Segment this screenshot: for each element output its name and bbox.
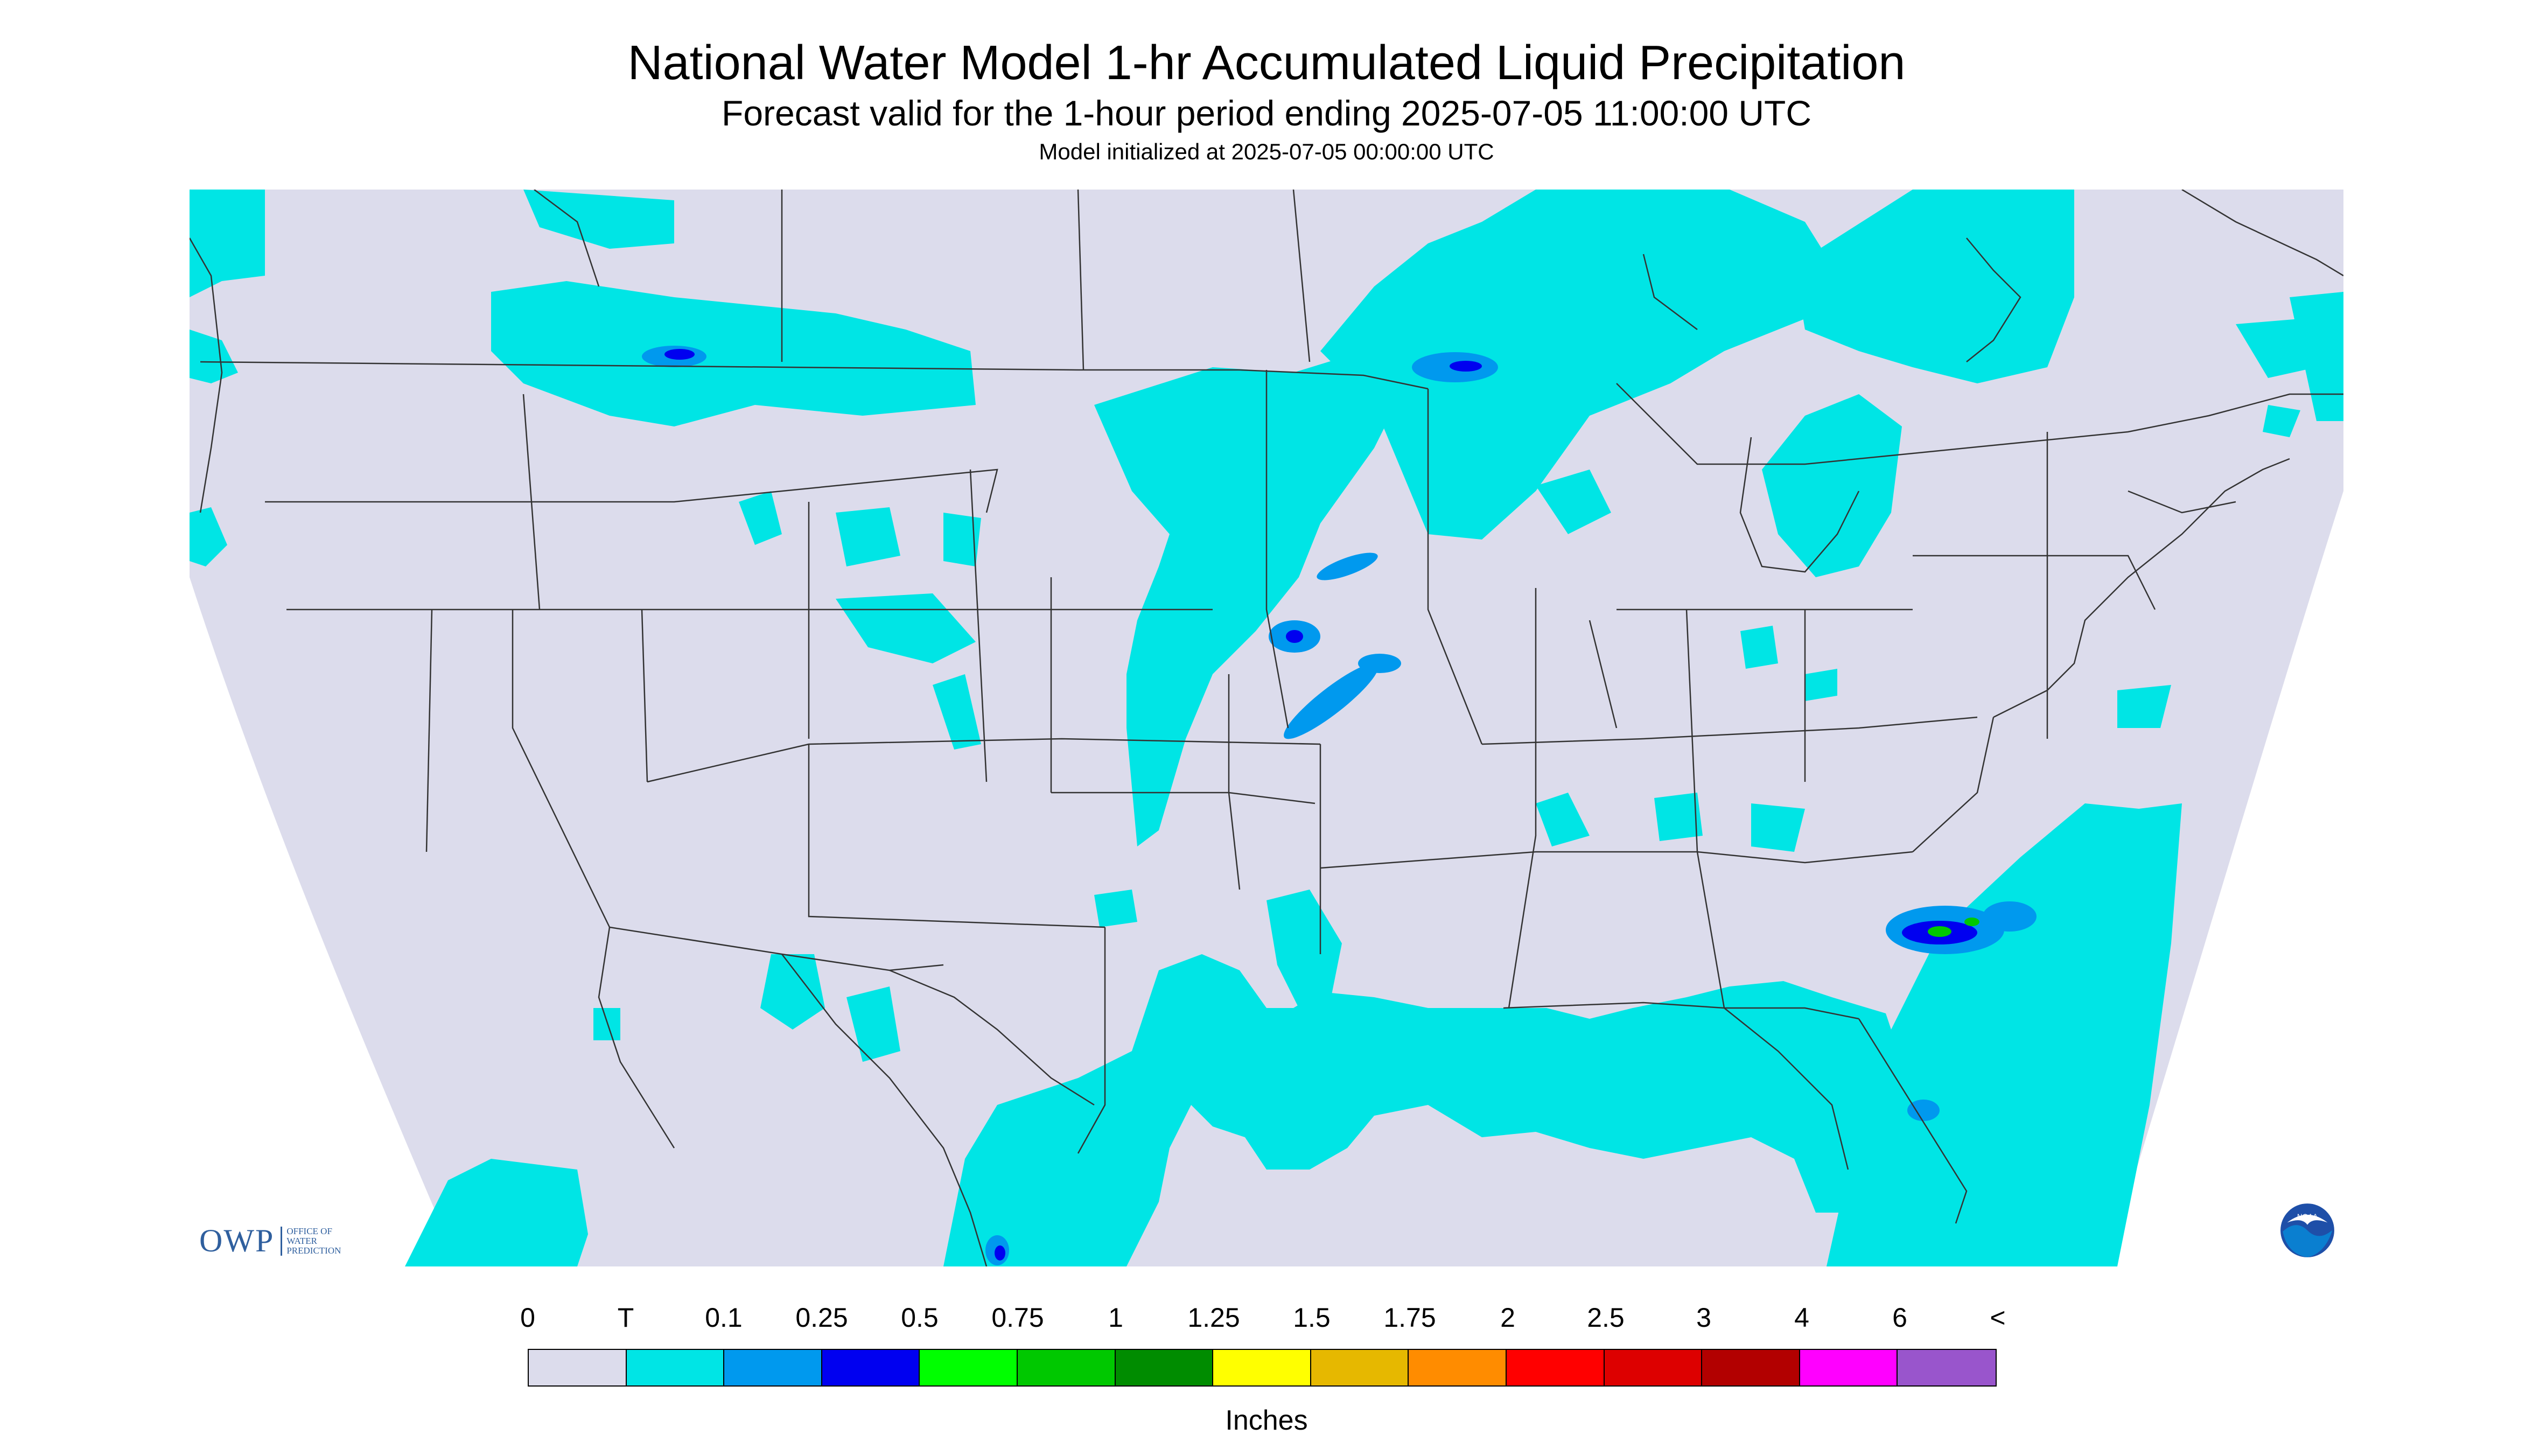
legend-tick-label: 1.75 [1383,1303,1436,1333]
noaa-logo-icon: NOAA [2280,1203,2334,1257]
legend-tick-label: 0.5 [901,1303,939,1333]
legend-swatch [1506,1350,1605,1385]
owp-logo-subtext: OFFICE OF WATER PREDICTION [281,1226,341,1256]
legend-units-label: Inches [1225,1405,1308,1436]
legend-swatch [822,1350,920,1385]
legend-swatch [1213,1350,1311,1385]
legend-tick-label: 2.5 [1587,1303,1625,1333]
svg-text:NOAA: NOAA [2297,1213,2318,1221]
legend-tick-label: 0.25 [795,1303,848,1333]
precipitation-map [190,190,2343,1266]
legend-tick-label: 4 [1794,1303,1809,1333]
legend-tick-label: 6 [1892,1303,1907,1333]
legend-swatch [1409,1350,1507,1385]
owp-logo-text: OWP [199,1223,275,1258]
legend-swatch [626,1350,725,1385]
legend-swatch [1311,1350,1409,1385]
legend-swatch [1017,1350,1116,1385]
precip-trace-areas [190,190,2343,1266]
legend-swatch [1898,1350,1996,1385]
legend-swatch [1800,1350,1898,1385]
legend-tick-label: 1.5 [1293,1303,1331,1333]
boundary-lines [190,190,2343,1266]
owp-logo: OWP OFFICE OF WATER PREDICTION [199,1222,341,1259]
legend-tick-labels: 0 T 0.1 0.25 0.5 0.75 1 1.25 1.5 1.75 2 2.5 3 4 6 < [0,1302,2533,1334]
legend-tick-label: < [1990,1303,2006,1333]
legend-tick-label: 2 [1500,1303,1515,1333]
legend-tick-label: 1.25 [1187,1303,1240,1333]
legend-tick-label: 0.75 [991,1303,1044,1333]
legend-color-bar [528,1349,1997,1387]
map-subtitle: Forecast valid for the 1-hour period end… [722,93,1811,133]
legend-tick-label: 0 [520,1303,535,1333]
legend-swatch [724,1350,822,1385]
legend-swatch [920,1350,1018,1385]
legend-swatch [1702,1350,1800,1385]
legend-tick-label: 3 [1696,1303,1711,1333]
legend-tick-label: T [617,1303,634,1333]
precip-heavy-areas [1928,918,1979,937]
map-title: National Water Model 1-hr Accumulated Li… [627,36,1906,90]
model-init-text: Model initialized at 2025-07-05 00:00:00… [1039,139,1494,164]
legend-swatch [529,1350,627,1385]
legend-swatch [1115,1350,1214,1385]
legend-tick-label: 0.1 [705,1303,743,1333]
legend-swatch [1604,1350,1703,1385]
precip-moderate-areas [664,349,1977,1261]
legend-tick-label: 1 [1108,1303,1123,1333]
